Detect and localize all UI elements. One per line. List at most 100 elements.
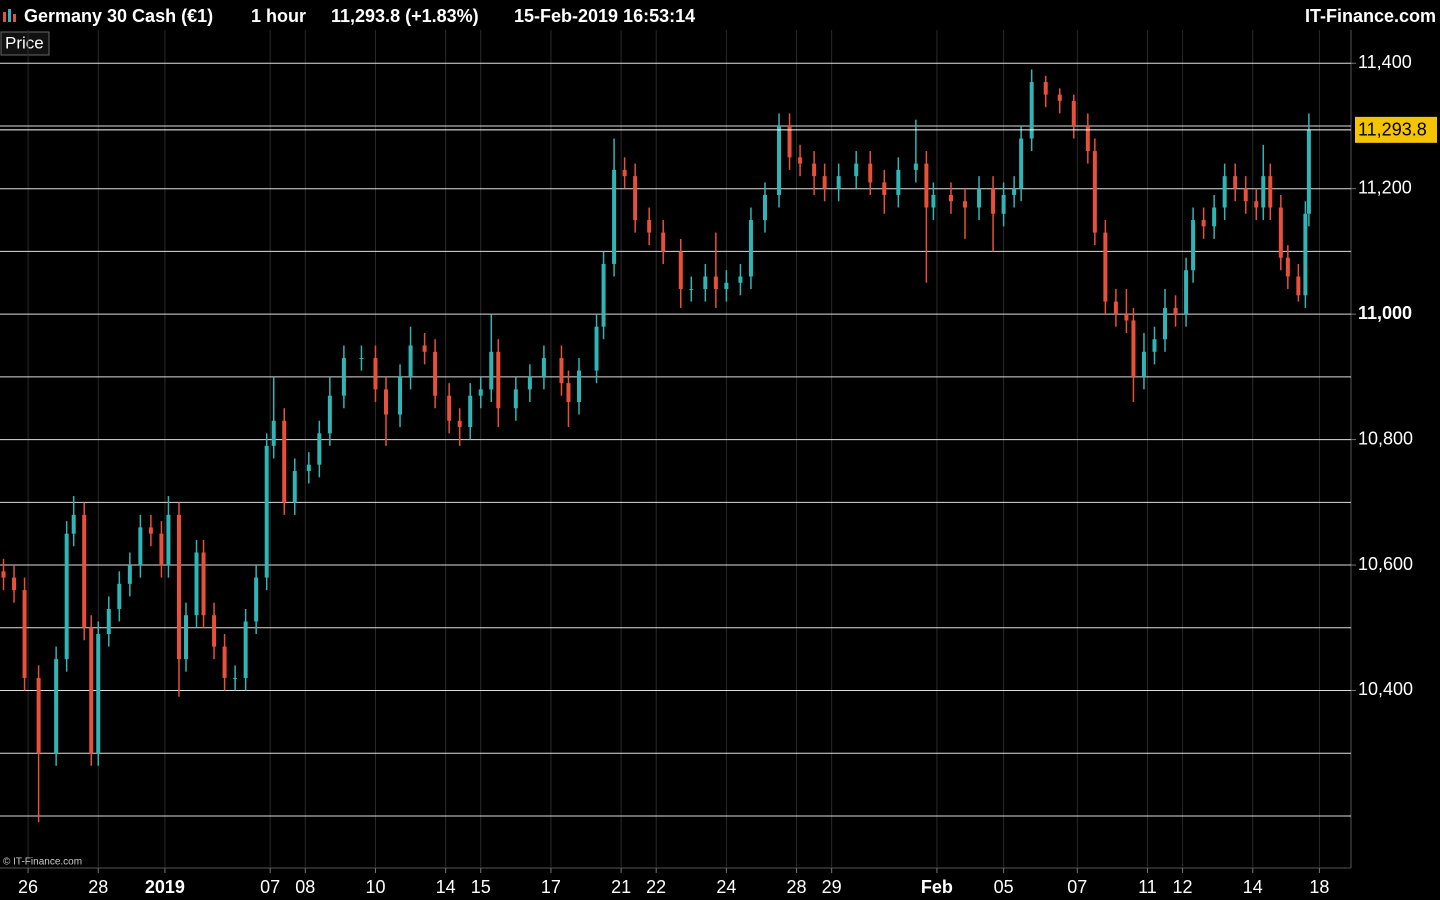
candle-body	[176, 514, 181, 660]
candle-body	[601, 263, 606, 327]
candle-body	[854, 163, 859, 177]
timeframe: 1 hour	[251, 6, 306, 26]
y-tick-label: 11,400	[1358, 52, 1412, 72]
candle-body	[1071, 100, 1076, 126]
x-tick-label: 29	[822, 877, 842, 897]
candle-body	[496, 351, 501, 409]
candle-body	[1212, 207, 1217, 227]
candle-body	[1303, 213, 1308, 296]
x-tick-label: 21	[611, 877, 631, 897]
candle-body	[868, 163, 873, 183]
candle-body	[1029, 82, 1034, 139]
x-tick-label: 28	[787, 877, 807, 897]
x-tick-label: 24	[716, 877, 736, 897]
candle-body	[64, 533, 69, 660]
candle-body	[991, 188, 996, 214]
x-tick-label: Feb	[921, 877, 953, 897]
y-tick-label: 10,400	[1358, 679, 1413, 699]
candle-body	[1201, 220, 1206, 227]
candle-body	[1306, 129, 1311, 214]
candle-body	[384, 389, 388, 415]
candle-body	[1, 571, 6, 578]
candle-body	[22, 590, 27, 678]
candle-body	[243, 621, 248, 678]
panel-tab	[0, 31, 50, 56]
panel-label: Price	[5, 33, 44, 52]
x-tick-label: 11	[1138, 877, 1157, 897]
candle-body	[713, 276, 718, 290]
y-tick-label: 11,000	[1358, 303, 1412, 323]
candle-body	[1113, 301, 1118, 315]
candle-body	[1092, 151, 1097, 233]
candle-body	[159, 533, 164, 566]
candle-body	[1141, 351, 1146, 377]
candle-body	[183, 615, 188, 660]
candle-body	[1019, 138, 1024, 189]
candle-body	[1254, 201, 1259, 208]
candle-body	[1057, 94, 1062, 101]
candle-body	[71, 514, 76, 534]
candle-body	[212, 615, 217, 647]
candle-body	[89, 627, 94, 754]
candle-body	[271, 420, 276, 446]
candle-body	[1124, 314, 1129, 321]
x-tick-label: 22	[646, 877, 666, 897]
candle-body	[1012, 188, 1017, 195]
logo-icon	[3, 9, 16, 22]
candle-body	[812, 163, 817, 177]
candle-body	[96, 634, 101, 754]
x-tick-label: 08	[295, 877, 315, 897]
candle-body	[948, 194, 953, 202]
candle-body	[54, 659, 59, 754]
x-tick-label: 07	[260, 877, 280, 897]
candle-body	[327, 395, 332, 434]
candle-body	[82, 514, 87, 628]
candle-body	[201, 552, 206, 616]
x-tick-label: 12	[1173, 877, 1193, 897]
candle-body	[1191, 220, 1196, 271]
candle-body	[373, 358, 378, 390]
candle-body	[1173, 307, 1178, 315]
x-tick-label: 15	[471, 877, 491, 897]
candle-body	[1184, 270, 1189, 315]
candle-body	[738, 276, 743, 283]
candle-body	[977, 188, 982, 208]
instrument: Germany 30 Cash (€1)	[24, 6, 213, 26]
watermark: © IT-Finance.com	[3, 857, 82, 868]
candle-body	[787, 125, 792, 158]
candle-body	[963, 201, 967, 208]
candle-body	[689, 289, 694, 291]
candle-body	[566, 383, 571, 402]
candle-body	[138, 527, 143, 566]
candle-body	[798, 157, 803, 164]
candle-body	[703, 276, 708, 290]
candle-body	[1085, 125, 1090, 152]
y-tick-label: 10,600	[1358, 554, 1413, 574]
candle-body	[254, 577, 259, 622]
candle-body	[222, 646, 227, 678]
candle-body	[836, 176, 841, 189]
candle-body	[292, 470, 297, 503]
candle-body	[931, 194, 936, 208]
x-tick-label: 2019	[145, 877, 185, 897]
candle-body	[1163, 307, 1168, 340]
candle-body	[1278, 207, 1283, 258]
candle-body	[1131, 320, 1136, 377]
candle-body	[612, 169, 617, 264]
candle-body	[12, 577, 17, 591]
candle-body	[398, 376, 403, 415]
candle-body	[359, 358, 364, 360]
candle-body	[478, 389, 483, 396]
x-tick-label: 28	[88, 877, 108, 897]
x-tick-label: 18	[1309, 877, 1329, 897]
y-tick-label: 11,200	[1358, 177, 1412, 197]
candle-body	[748, 220, 753, 277]
candle-body	[913, 163, 918, 170]
last-price-box	[1355, 116, 1437, 143]
candle-body	[724, 282, 729, 290]
candle-body	[233, 677, 238, 679]
candle-body	[1222, 176, 1227, 208]
candle-body	[647, 220, 652, 233]
candle-body	[762, 194, 767, 221]
